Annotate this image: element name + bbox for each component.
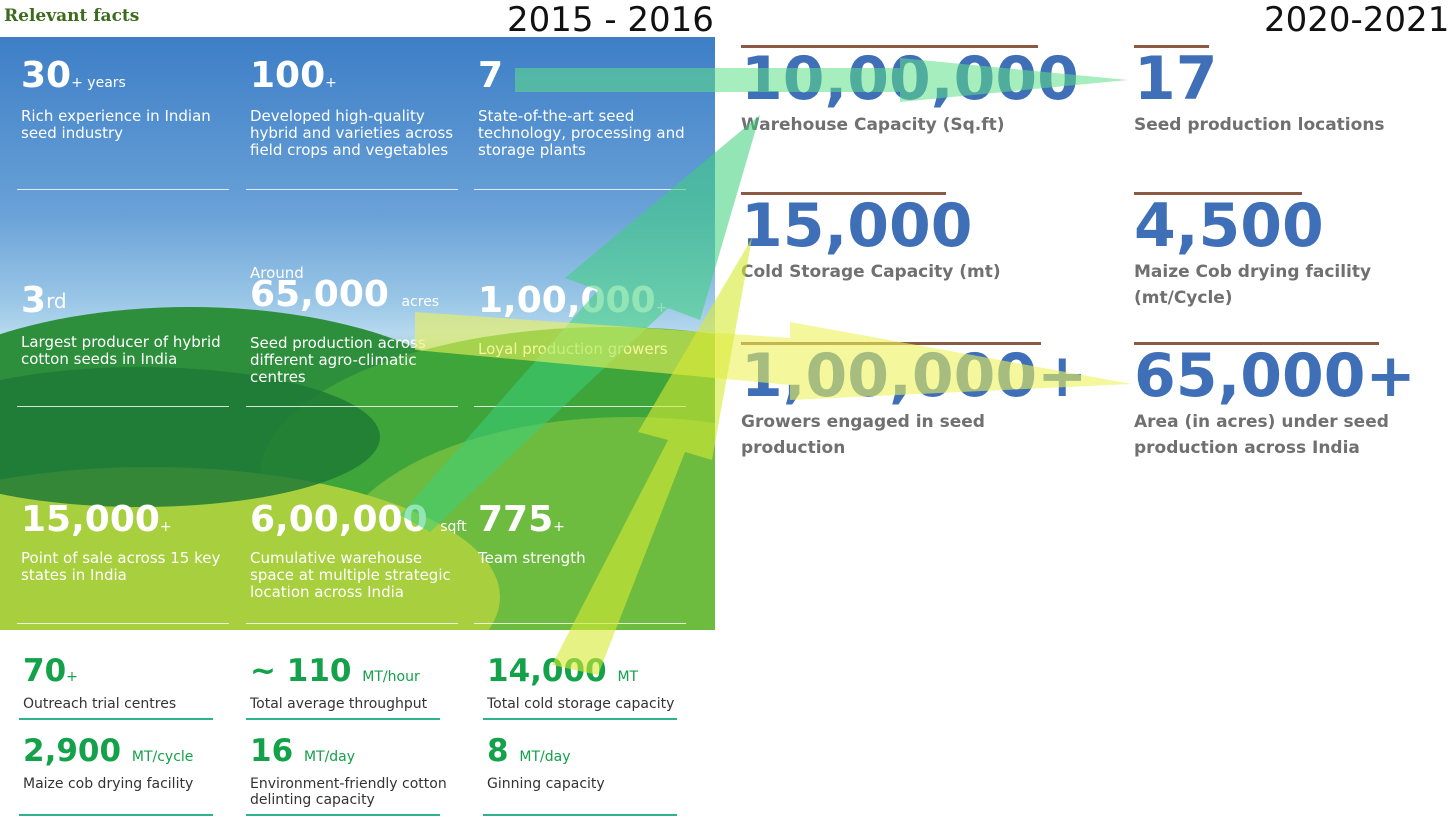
lower-stat-ginning: 8 MT/day Ginning capacity (483, 734, 687, 816)
lower-stat-throughput: ~ 110 MT/hour Total average throughput (246, 654, 450, 720)
fact-desc: State-of-the-art seed technology, proces… (478, 107, 685, 159)
lower-stat-trial-centres: 70+ Outreach trial centres (19, 654, 223, 720)
fact-acres: Around 65,000 acres Seed production acro… (246, 264, 460, 407)
fact-cotton-rank: 3rd Largest producer of hybrid cotton se… (17, 282, 231, 407)
fact-desc: Team strength (478, 549, 586, 567)
fact-experience: 30+ years Rich experience in Indian seed… (17, 57, 231, 190)
fact-desc: Loyal production growers (478, 340, 668, 358)
right-stat-locations: 17 Seed production locations (1134, 44, 1385, 135)
year-label-left: 2015 - 2016 (507, 0, 714, 40)
lower-stat-cold-storage: 14,000 MT Total cold storage capacity (483, 654, 687, 720)
fact-warehouse: 6,00,000 sqft Cumulative warehouse space… (246, 501, 467, 624)
facts-panel: 30+ years Rich experience in Indian seed… (0, 37, 715, 630)
fact-growers: 1,00,000+ Loyal production growers (474, 282, 688, 407)
fact-points-of-sale: 15,000+ Point of sale across 15 key stat… (17, 501, 231, 624)
fact-desc: Largest producer of hybrid cotton seeds … (21, 333, 221, 368)
fact-desc: Developed high-quality hybrid and variet… (250, 107, 454, 159)
right-stat-acres: 65,000+ Area (in acres) under seed produ… (1134, 341, 1416, 458)
section-title: Relevant facts (4, 6, 140, 26)
lower-stat-maize-drying: 2,900 MT/cycle Maize cob drying facility (19, 734, 223, 816)
fact-desc: Rich experience in Indian seed industry (21, 107, 211, 142)
right-stat-growers: 1,00,000+ Growers engaged in seed produc… (741, 341, 1088, 458)
fact-team: 775+ Team strength (474, 501, 688, 624)
fact-hybrids: 100+ Developed high-quality hybrid and v… (246, 57, 460, 190)
year-label-right: 2020-2021 (1264, 0, 1450, 40)
fact-desc: Cumulative warehouse space at multiple s… (250, 549, 451, 601)
lower-stat-delinting: 16 MT/day Environment-friendly cotton de… (246, 734, 450, 816)
fact-desc: Seed production across different agro-cl… (250, 334, 426, 386)
right-stat-maize-drying: 4,500 Maize Cob drying facility (mt/Cycl… (1134, 191, 1372, 308)
right-stat-warehouse: 10,00,000 Warehouse Capacity (Sq.ft) (741, 44, 1079, 135)
fact-plants: 7 State-of-the-art seed technology, proc… (474, 57, 688, 190)
right-stat-cold-storage: 15,000 Cold Storage Capacity (mt) (741, 191, 1001, 282)
fact-desc: Point of sale across 15 key states in In… (21, 549, 221, 584)
